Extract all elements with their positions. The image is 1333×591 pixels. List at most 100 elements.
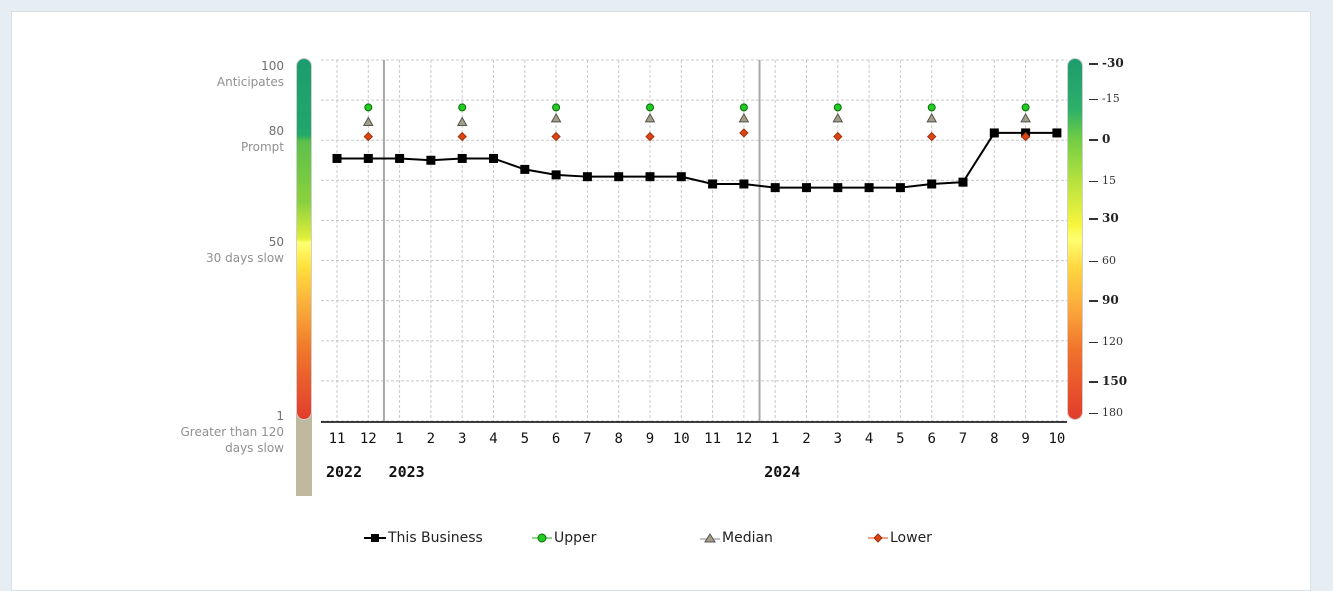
- lower-point-marker: [551, 131, 561, 142]
- right-tick-label: 180: [1089, 406, 1123, 419]
- lower-point-marker: [739, 128, 749, 138]
- upper-point-marker: [1021, 103, 1030, 112]
- chart-grid: [321, 59, 1067, 422]
- x-tick-label: 6: [552, 431, 560, 447]
- business-point-marker: [927, 179, 937, 189]
- right-tick-label: -15: [1089, 92, 1120, 105]
- legend-item-business: This Business: [364, 530, 483, 546]
- business-point-marker: [520, 164, 530, 174]
- legend-item-median: Median: [700, 530, 773, 546]
- right-tick-label: 0: [1089, 132, 1110, 146]
- business-point-marker: [958, 177, 968, 187]
- median-point-marker: [1020, 112, 1031, 123]
- business-point-marker: [833, 183, 843, 193]
- x-tick-label: 3: [458, 431, 466, 447]
- right-tick-label: 90: [1089, 293, 1119, 307]
- right-tick-label: -30: [1089, 56, 1124, 70]
- business-point-marker: [708, 179, 718, 189]
- x-tick-label: 11: [704, 431, 721, 447]
- business-point-marker: [864, 183, 874, 193]
- business-point-marker: [676, 172, 686, 182]
- right-tick-label: 60: [1089, 254, 1116, 267]
- business-point-marker: [645, 172, 655, 182]
- median-point-marker: [644, 112, 656, 123]
- median-point-marker: [738, 112, 750, 123]
- right-tick-label: 15: [1089, 174, 1116, 187]
- x-tick-label: 9: [646, 431, 654, 447]
- x-tick-label: 5: [896, 431, 904, 447]
- right-tick-label: 30: [1089, 211, 1119, 225]
- business-point-marker: [770, 183, 780, 193]
- x-tick-label: 12: [360, 431, 377, 447]
- legend-triangle-marker-icon: [700, 533, 720, 543]
- median-point-marker: [550, 112, 562, 123]
- lower-point-marker: [1020, 131, 1031, 142]
- chart-series: [332, 103, 1062, 193]
- x-tick-label: 2: [427, 431, 435, 447]
- upper-point-marker: [739, 103, 748, 112]
- year-label: 2022: [326, 463, 362, 481]
- median-point-marker: [456, 116, 468, 126]
- median-point-marker: [926, 112, 938, 123]
- business-point-marker: [363, 153, 373, 163]
- year-label: 2024: [764, 463, 800, 481]
- upper-point-marker: [646, 103, 654, 112]
- lower-point-marker: [363, 131, 374, 142]
- payment-trend-chart: 11 12 1 2 3 4 5 6 7 8 9 10 11 12 1 2 3 4 5 6 7 8 9 10 2022 2023 2…: [321, 59, 1067, 481]
- upper-point-marker: [458, 103, 467, 112]
- upper-point-marker: [364, 103, 373, 112]
- business-point-marker: [582, 172, 592, 182]
- year-label: 2023: [389, 463, 425, 481]
- x-tick-label: 7: [959, 431, 967, 447]
- left-scale-label-1: 1 Greater than 120 days slow: [180, 409, 284, 455]
- x-tick-label: 7: [583, 431, 591, 447]
- business-point-marker: [551, 170, 561, 180]
- year-dividers: [382, 60, 761, 421]
- business-point-marker: [614, 172, 624, 182]
- lower-point-marker: [926, 131, 937, 142]
- business-point-marker: [426, 155, 436, 165]
- x-tick-label: 10: [1048, 431, 1065, 447]
- business-point-marker: [802, 183, 811, 193]
- x-tick-label: 8: [614, 431, 622, 447]
- median-point-marker: [362, 116, 374, 126]
- left-gauge-gray-base: [296, 400, 312, 496]
- left-scale-label-80: 80 Prompt: [240, 124, 284, 154]
- left-scale-label-100: 100 Anticipates: [216, 59, 284, 89]
- legend-item-lower: Lower: [868, 530, 932, 546]
- right-tick-label: 120: [1089, 335, 1123, 348]
- x-tick-label: 12: [735, 431, 752, 447]
- x-tick-label: 5: [521, 431, 529, 447]
- upper-point-marker: [927, 103, 936, 112]
- upper-point-marker: [552, 103, 561, 112]
- business-point-marker: [1052, 128, 1062, 138]
- legend-diamond-marker-icon: [868, 533, 888, 543]
- x-tick-label: 11: [329, 431, 346, 447]
- x-tick-label: 4: [489, 431, 497, 447]
- x-tick-label: 8: [990, 431, 998, 447]
- legend-item-upper: Upper: [532, 530, 596, 546]
- x-tick-label: 6: [927, 431, 935, 447]
- x-tick-label: 3: [834, 431, 842, 447]
- legend-circle-marker-icon: [532, 533, 552, 543]
- left-gauge-bar: [296, 58, 312, 420]
- right-tick-label: 150: [1089, 374, 1127, 388]
- x-tick-label: 1: [395, 431, 403, 447]
- left-scale-label-50: 50 30 days slow: [206, 235, 284, 265]
- business-point-marker: [395, 153, 405, 163]
- lower-point-marker: [457, 131, 467, 142]
- upper-point-marker: [833, 103, 842, 112]
- legend-square-marker-icon: [364, 534, 386, 542]
- x-tick-labels: 11 12 1 2 3 4 5 6 7 8 9 10 11 12 1 2 3 4 5 6 7 8 9 10: [329, 431, 1066, 447]
- year-labels: 2022 2023 2024: [326, 463, 800, 481]
- median-point-marker: [832, 112, 844, 123]
- x-tick-label: 4: [865, 431, 873, 447]
- business-point-marker: [895, 183, 905, 193]
- x-tick-label: 9: [1021, 431, 1029, 447]
- x-tick-label: 2: [802, 431, 810, 447]
- business-point-marker: [457, 153, 467, 163]
- business-point-marker: [489, 153, 498, 163]
- series-line-this-business: [337, 131, 1057, 189]
- business-point-marker: [739, 179, 749, 189]
- lower-point-marker: [833, 131, 843, 142]
